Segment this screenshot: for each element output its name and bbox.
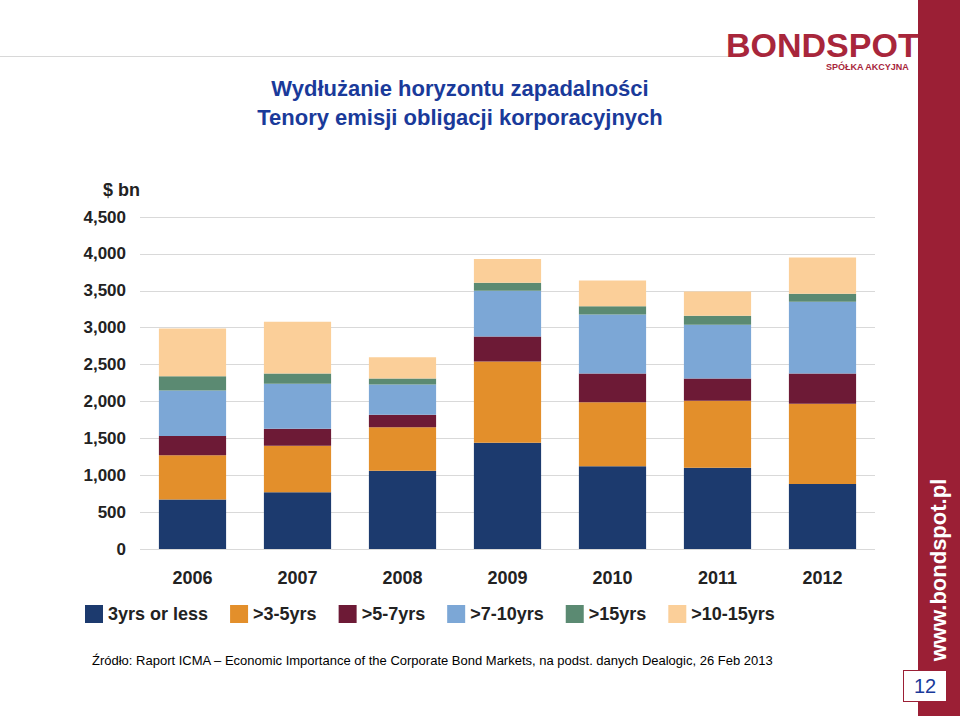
svg-text:4,000: 4,000 xyxy=(83,244,126,263)
svg-text:3,000: 3,000 xyxy=(83,318,126,337)
svg-text:>7-10yrs: >7-10yrs xyxy=(470,604,544,624)
svg-text:>5-7yrs: >5-7yrs xyxy=(362,604,426,624)
svg-text:1,000: 1,000 xyxy=(83,466,126,485)
svg-text:2009: 2009 xyxy=(487,568,527,588)
svg-text:2007: 2007 xyxy=(277,568,317,588)
svg-text:3yrs or less: 3yrs or less xyxy=(108,604,208,624)
html-text:BONDSPOT: BONDSPOT xyxy=(726,26,919,64)
html-text:Źródło: Raport ICMA – Economic: Źródło: Raport ICMA – Economic Importanc… xyxy=(92,653,773,668)
html-text:www.bondspot.pl: www.bondspot.pl xyxy=(926,478,951,662)
svg-text:2,500: 2,500 xyxy=(83,355,126,374)
svg-text:4,500: 4,500 xyxy=(83,208,126,227)
svg-text:2012: 2012 xyxy=(802,568,842,588)
svg-text:2,000: 2,000 xyxy=(83,392,126,411)
html-text:SPÓŁKA AKCYJNA: SPÓŁKA AKCYJNA xyxy=(826,62,909,72)
svg-text:>15yrs: >15yrs xyxy=(589,604,647,624)
svg-text:1,500: 1,500 xyxy=(83,429,126,448)
svg-text:2006: 2006 xyxy=(172,568,212,588)
svg-text:0: 0 xyxy=(117,540,126,559)
svg-text:500: 500 xyxy=(98,503,126,522)
svg-text:$ bn: $ bn xyxy=(103,180,140,200)
svg-text:2010: 2010 xyxy=(592,568,632,588)
svg-text:>10-15yrs: >10-15yrs xyxy=(691,604,775,624)
svg-text:>3-5yrs: >3-5yrs xyxy=(253,604,317,624)
svg-text:2008: 2008 xyxy=(382,568,422,588)
html-text:Wydłużanie horyzontu zapadalno: Wydłużanie horyzontu zapadalności xyxy=(271,76,649,101)
html-text:Tenory emisji obligacji korpor: Tenory emisji obligacji korporacyjnych xyxy=(257,105,663,130)
svg-text:3,500: 3,500 xyxy=(83,281,126,300)
svg-text:2011: 2011 xyxy=(698,568,737,588)
html-text:12: 12 xyxy=(913,675,937,697)
